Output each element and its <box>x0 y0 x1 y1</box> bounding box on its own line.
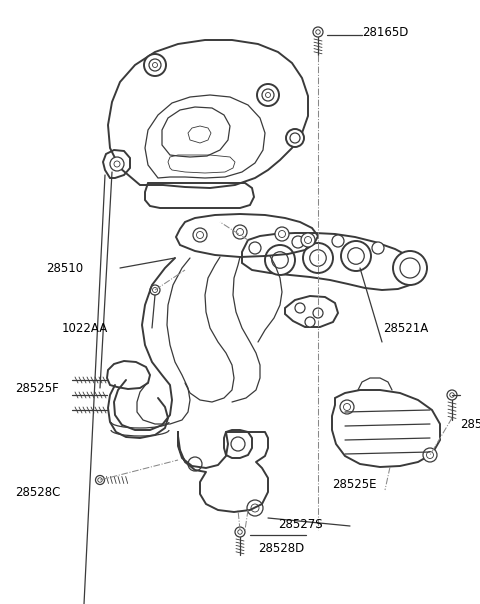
Circle shape <box>313 308 323 318</box>
Text: 28510: 28510 <box>46 262 83 274</box>
Text: 28525F: 28525F <box>15 382 59 394</box>
Circle shape <box>286 129 304 147</box>
Circle shape <box>295 303 305 313</box>
Text: 28528: 28528 <box>460 419 480 431</box>
Circle shape <box>292 236 304 248</box>
Text: 28528D: 28528D <box>258 542 304 554</box>
Circle shape <box>301 233 315 247</box>
Circle shape <box>305 317 315 327</box>
Text: 28165D: 28165D <box>362 25 408 39</box>
Circle shape <box>193 228 207 242</box>
Circle shape <box>150 285 160 295</box>
Circle shape <box>235 527 245 537</box>
Circle shape <box>447 390 457 400</box>
Circle shape <box>372 242 384 254</box>
Circle shape <box>303 243 333 273</box>
Circle shape <box>233 225 247 239</box>
Circle shape <box>402 256 414 268</box>
Circle shape <box>332 235 344 247</box>
Circle shape <box>265 245 295 275</box>
Circle shape <box>393 251 427 285</box>
Text: 28527S: 28527S <box>278 518 323 530</box>
Text: 28528C: 28528C <box>15 486 60 498</box>
Text: 28521A: 28521A <box>383 321 428 335</box>
Circle shape <box>313 27 323 37</box>
Circle shape <box>96 475 105 484</box>
Circle shape <box>249 242 261 254</box>
Circle shape <box>231 437 245 451</box>
Circle shape <box>110 157 124 171</box>
Circle shape <box>340 400 354 414</box>
Circle shape <box>423 448 437 462</box>
Circle shape <box>257 84 279 106</box>
Circle shape <box>144 54 166 76</box>
Circle shape <box>188 457 202 471</box>
Circle shape <box>341 241 371 271</box>
Text: 28525E: 28525E <box>332 478 376 490</box>
Text: 1022AA: 1022AA <box>62 321 108 335</box>
Circle shape <box>275 227 289 241</box>
Circle shape <box>247 500 263 516</box>
